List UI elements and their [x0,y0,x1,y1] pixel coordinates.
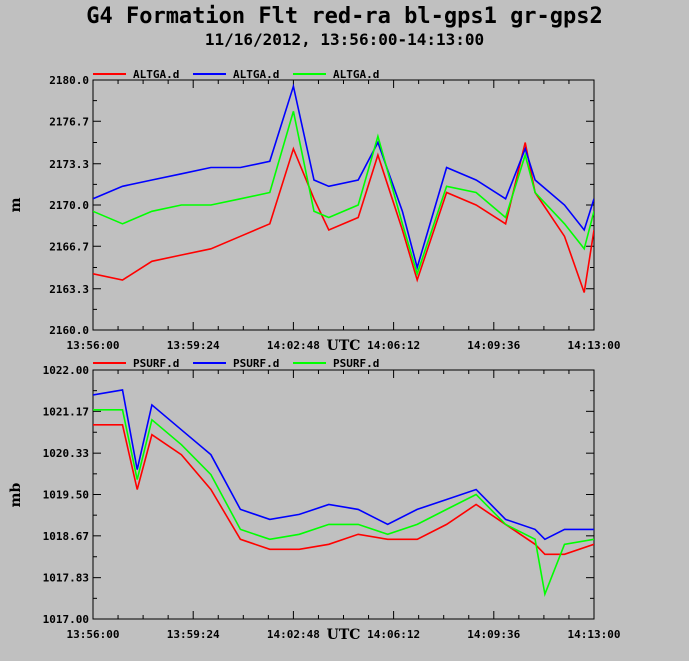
x-tick-label: 13:59:24 [167,628,220,641]
chart-subtitle: 11/16/2012, 13:56:00-14:13:00 [204,30,485,49]
chart-panel-1: 2160.0 2163.3 2166.7 2170.0 2173.3 2176.7 2180… [8,68,620,354]
series-line-1 [93,423,594,556]
x-tick-label: 14:13:00 [568,628,621,641]
y-tick-label: 2166.7 [49,240,89,253]
series-line-1 [93,142,594,293]
x-tick-label: 14:09:36 [467,339,520,352]
y-tick-label: 2176.7 [49,115,89,128]
y-tick-label: 2163.3 [49,283,89,296]
chart-panel-2: 1017.00 1017.83 1018.67 1019.50 1020.33 1021.… [8,357,620,643]
y-tick-label: 1020.33 [43,447,89,460]
y-tick-label: 2170.0 [49,199,89,212]
x-tick-label: 14:13:00 [568,339,621,352]
y-tick-label: 1022.00 [43,364,89,377]
chart-title: G4 Formation Flt red-ra bl-gps1 gr-gps2 [86,4,603,29]
x-tick-label: 13:59:24 [167,339,220,352]
x-tick-label: 13:56:00 [67,339,120,352]
x-tick-label: 14:02:48 [267,339,320,352]
x-tick-label: 14:06:12 [367,339,420,352]
x-tick-label: 14:06:12 [367,628,420,641]
plot-frame [92,369,595,620]
legend-label-2: PSURF.d [233,357,279,370]
legend-label-2: ALTGA.d [233,68,279,81]
y-tick-label: 1018.67 [43,530,89,543]
legend-label-1: ALTGA.d [133,68,179,81]
series-line-3 [93,408,594,598]
legend-label-3: PSURF.d [333,357,379,370]
y-tick-label: 1017.00 [43,613,89,626]
y-tick-label: 1021.17 [43,405,89,418]
y-tick-label: 1019.50 [43,489,89,502]
series-line-2 [93,83,594,271]
y-tick-label: 1017.83 [43,572,89,585]
y-tick-label: 2160.0 [49,324,89,337]
y-tick-label: 2173.3 [49,158,89,171]
x-axis-label: UTC [327,338,361,354]
series-line-3 [93,111,594,277]
plot-frame [92,79,595,331]
x-tick-label: 14:02:48 [267,628,320,641]
legend-label-3: ALTGA.d [333,68,379,81]
y-axis-label: m [8,197,24,212]
y-tick-label: 2180.0 [49,74,89,87]
legend-label-1: PSURF.d [133,357,179,370]
series-line-2 [93,388,594,541]
x-axis-label: UTC [327,627,361,643]
x-tick-label: 13:56:00 [67,628,120,641]
y-axis-label: mb [8,482,24,507]
x-tick-label: 14:09:36 [467,628,520,641]
